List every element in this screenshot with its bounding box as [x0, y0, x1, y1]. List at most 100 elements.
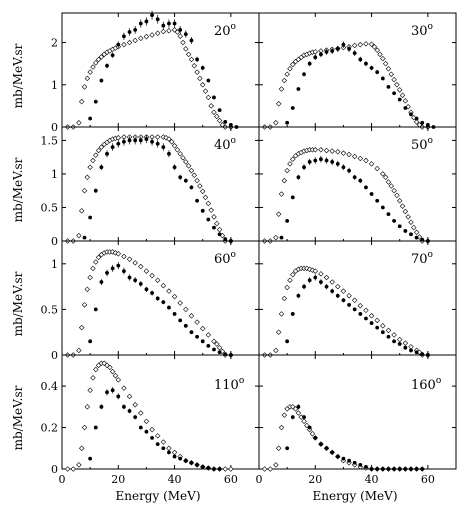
filled-circle-point [200, 465, 205, 469]
angle-label: 70o [411, 250, 433, 267]
panel-30-deg: 30o [258, 12, 457, 130]
open-diamond-point [188, 56, 195, 63]
open-diamond-point [309, 431, 316, 437]
open-diamond-point [93, 152, 99, 158]
panel-60-deg: 0 0.5 1 60o [41, 240, 260, 362]
y-tick-label: 1.5 [41, 134, 59, 147]
panel-70-deg: 70o [258, 240, 457, 358]
open-diamond-point [81, 187, 88, 194]
filled-circle-point [409, 112, 413, 117]
open-diamond-point [312, 49, 319, 55]
open-diamond-point [388, 71, 394, 77]
open-diamond-point [81, 424, 88, 431]
open-diamond-point [287, 66, 293, 72]
open-diamond-point [281, 77, 288, 84]
angle-value: 70 [411, 252, 428, 267]
open-diamond-point [281, 295, 288, 302]
filled-circle-point [99, 78, 104, 83]
filled-circle-point [330, 159, 335, 164]
filled-circle-point [364, 185, 368, 190]
open-diamond-point [191, 172, 197, 179]
filled-circle-point [217, 350, 222, 355]
open-diamond-point [81, 302, 88, 308]
filled-circle-point [133, 278, 138, 283]
open-diamond-point [228, 466, 234, 472]
filled-circle-point [110, 145, 115, 150]
filled-circle-point [93, 307, 98, 312]
open-diamond-point [306, 426, 313, 433]
open-diamond-point [329, 148, 335, 154]
filled-circle-point [313, 275, 318, 280]
angle-value: 50 [411, 138, 428, 153]
filled-circle-point [319, 52, 323, 57]
angle-label: 20o [214, 22, 236, 39]
filled-circle-point [296, 293, 301, 298]
open-diamond-point [413, 119, 420, 125]
open-diamond-point [399, 92, 406, 99]
filled-circle-point [392, 339, 396, 344]
filled-circle-point [307, 278, 312, 283]
filled-circle-point [178, 318, 183, 323]
filled-circle-point [144, 19, 149, 24]
open-diamond-point [380, 323, 386, 329]
filled-circle-point [88, 116, 93, 121]
open-diamond-point [273, 462, 279, 468]
y-axis-label-row-2: mb/MeV.sr [11, 157, 25, 222]
filled-circle-point [347, 302, 351, 307]
filled-circle-point [172, 165, 177, 170]
y-tick-label: 0.5 [41, 201, 59, 214]
open-diamond-point [160, 439, 167, 445]
filled-circle-point [414, 116, 419, 121]
filled-circle-point [290, 312, 295, 316]
open-diamond-point [304, 265, 310, 272]
filled-circle-point [212, 225, 216, 230]
filled-circle-point [386, 467, 391, 471]
filled-circle-point [369, 65, 374, 70]
filled-circle-point [296, 175, 301, 180]
filled-circle-point [144, 137, 149, 141]
filled-circle-point [183, 458, 188, 463]
angle-label: 50o [411, 136, 433, 153]
open-diamond-point [183, 159, 189, 165]
panel-160-deg: 0 20 40 60 160o [256, 354, 457, 486]
open-diamond-point [202, 88, 209, 94]
open-diamond-point [377, 51, 383, 58]
y-tick-label: 1 [51, 79, 58, 92]
open-diamond-point [154, 30, 161, 36]
filled-circle-point [330, 450, 335, 455]
filled-circle-point [375, 467, 380, 471]
filled-circle-point [324, 284, 329, 289]
filled-circle-point [386, 84, 391, 89]
filled-circle-point [352, 175, 357, 180]
open-diamond-point [84, 404, 91, 410]
filled-circle-point [206, 343, 211, 348]
open-diamond-point [84, 75, 91, 82]
open-diamond-point [405, 214, 411, 220]
y-axis-label-row-1: mb/MeV.sr [11, 43, 25, 108]
open-diamond-point [402, 340, 409, 346]
filled-circle-point [302, 284, 306, 289]
filled-circle-point [116, 263, 121, 268]
x-axis-label-right: Energy (MeV) [312, 489, 397, 503]
filled-circle-point [392, 467, 396, 471]
filled-circle-point [335, 454, 340, 459]
filled-circle-point [189, 38, 194, 43]
open-diamond-point [219, 348, 226, 355]
open-diamond-point [197, 183, 203, 189]
open-diamond-point [346, 292, 352, 299]
filled-circle-point [105, 151, 109, 156]
open-diamond-point [143, 33, 150, 40]
open-diamond-point [278, 191, 285, 197]
angle-value: 110 [214, 378, 239, 393]
y-tick-label: 0 [51, 121, 58, 134]
filled-circle-point [335, 293, 340, 298]
filled-circle-point [397, 342, 402, 346]
filled-circle-point [133, 138, 138, 143]
open-diamond-point [194, 319, 200, 325]
filled-circle-point [127, 409, 132, 413]
angle-value: 20 [214, 24, 231, 39]
angle-label: 110o [214, 376, 244, 393]
filled-circle-point [319, 280, 323, 284]
open-diamond-point [81, 84, 88, 90]
filled-circle-point [324, 158, 329, 163]
